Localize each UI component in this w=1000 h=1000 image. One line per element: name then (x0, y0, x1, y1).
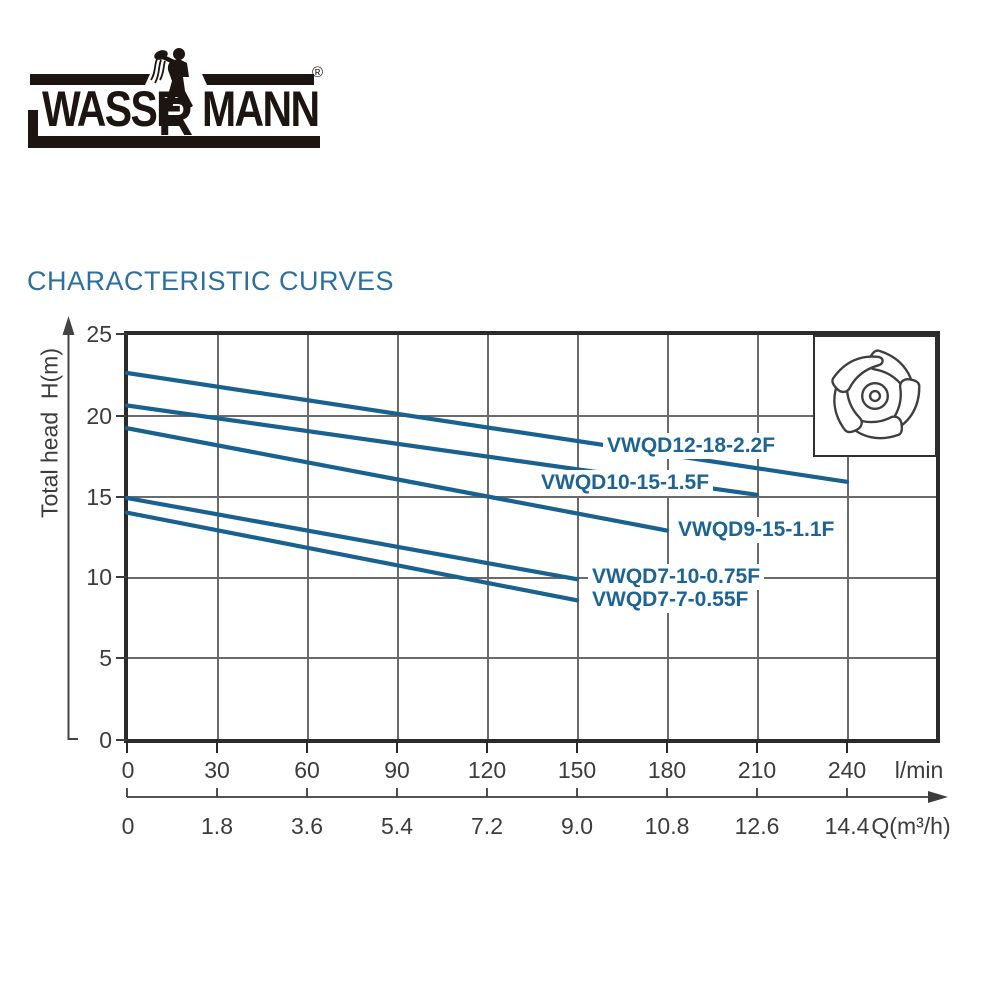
x-tick-30: 30 (204, 757, 230, 783)
gridline-v-240 (847, 335, 849, 739)
q-tick-1-8: 1.8 (201, 813, 233, 839)
logo-bottom-bar (28, 136, 320, 148)
registered-trademark-icon: ® (312, 64, 324, 81)
x-tick-90: 90 (384, 757, 410, 783)
logo-bottom-hook (28, 110, 38, 138)
q-axis-unit: Q(m³/h) (871, 813, 951, 839)
x-tick-210: 210 (737, 757, 777, 783)
logo-word-wasse: WASSE (42, 81, 184, 137)
q-tick-10-8: 10.8 (644, 813, 690, 839)
curve-label-vwqd10: VWQD10-15-1.5F (537, 470, 714, 496)
q-tick-7-2: 7.2 (471, 813, 503, 839)
page-title: CHARACTERISTIC CURVES (27, 266, 395, 296)
gridline-v-150 (577, 335, 579, 739)
gridline-v-60 (307, 335, 309, 739)
gridline-v-30 (217, 335, 219, 739)
gridline-v-90 (397, 335, 399, 739)
y-tick-25: 25 (86, 321, 112, 347)
gridline-v-120 (487, 335, 489, 739)
y-tick-0: 0 (99, 727, 112, 753)
q-tick-9-0: 9.0 (561, 813, 593, 839)
y-tick-10: 10 (86, 564, 112, 590)
q-tick-3-6: 3.6 (291, 813, 323, 839)
x-tick-240: 240 (827, 757, 867, 783)
gridline-h-15 (128, 496, 936, 498)
x-tick-60: 60 (294, 757, 320, 783)
q-tick-14-4: 14.4 (824, 813, 870, 839)
impeller-inset-box (813, 335, 937, 457)
x-tick-180: 180 (647, 757, 687, 783)
curve-label-vwqd9: VWQD9-15-1.1F (674, 517, 839, 543)
q-axis-ticks (126, 788, 848, 797)
curve-label-vwqd7-10: VWQD7-10-0.75F (588, 564, 765, 590)
logo-top-bar-right (202, 74, 314, 85)
q-tick-12-6: 12.6 (734, 813, 780, 839)
curve-label-vwqd12: VWQD12-18-2.2F (603, 433, 780, 459)
logo-word-mann: MANN (202, 81, 320, 137)
flow-axis-ticks (126, 742, 848, 753)
aquarius-figure-icon (150, 48, 193, 112)
gridline-v-180 (667, 335, 669, 739)
gridline-h-10 (128, 577, 936, 579)
impeller-icon (831, 349, 921, 440)
x-tick-0: 0 (121, 757, 135, 783)
y-tick-5: 5 (99, 645, 112, 671)
y-tick-15: 15 (86, 484, 112, 510)
gridline-h-5 (128, 657, 936, 659)
x-tick-150: 150 (557, 757, 597, 783)
q-axis-arrowhead-icon (928, 791, 948, 803)
x-axis-unit-lmin: l/min (894, 757, 944, 783)
q-tick-5-4: 5.4 (381, 813, 413, 839)
wassermann-logo: WASSE MANN R ® (28, 48, 332, 152)
logo-top-bar-left (30, 74, 150, 85)
curve-label-vwqd7-7: VWQD7-7-0.55F (588, 587, 753, 613)
y-tick-20: 20 (86, 403, 112, 429)
x-tick-120: 120 (467, 757, 507, 783)
q-tick-0: 0 (121, 813, 135, 839)
